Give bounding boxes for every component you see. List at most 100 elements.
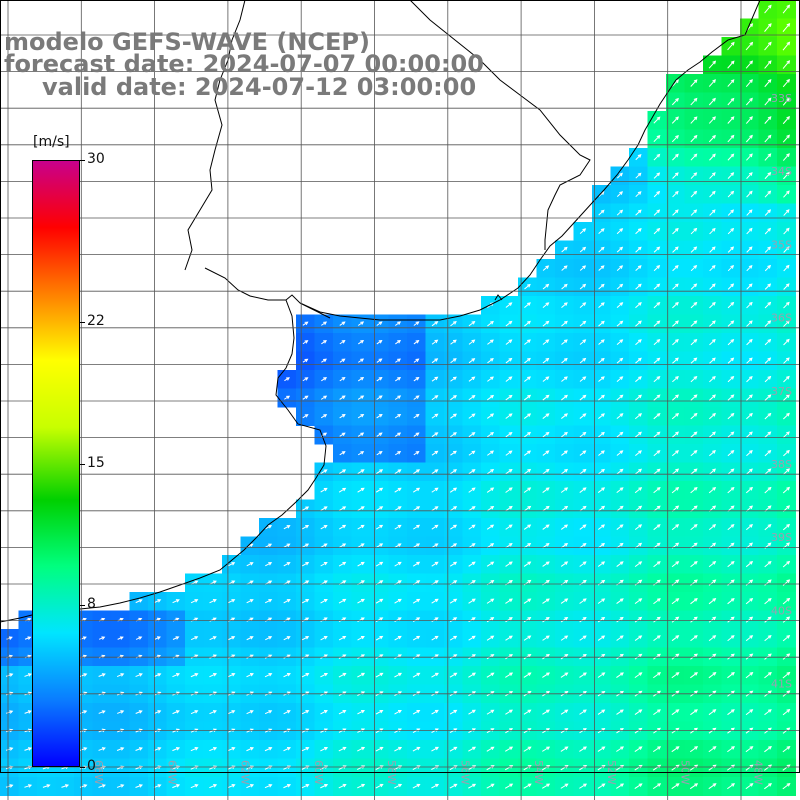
wind-arrow-head: [415, 376, 420, 381]
wind-arrow-head: [508, 320, 513, 325]
wind-arrow: [690, 468, 698, 475]
wind-arrow-head: [323, 340, 328, 344]
wind-arrow-head: [675, 320, 679, 325]
wind-arrow-head: [304, 358, 309, 363]
wind-arrow-head: [342, 469, 347, 473]
wind-arrow: [634, 709, 642, 715]
wind-arrow: [782, 116, 790, 125]
wind-arrow: [727, 746, 735, 753]
wind-arrow-head: [268, 765, 273, 769]
wind-arrow-head: [286, 636, 291, 640]
wind-arrow: [634, 635, 642, 641]
wind-arrow-head: [194, 599, 199, 603]
wind-arrow-head: [120, 710, 125, 714]
wind-arrow-head: [83, 747, 88, 751]
wind-arrow-head: [694, 746, 699, 750]
wind-arrow: [616, 746, 624, 752]
wind-arrow: [542, 598, 550, 604]
wind-arrow-head: [323, 654, 328, 658]
wind-arrow-head: [619, 709, 624, 713]
wind-arrow: [672, 246, 679, 253]
wind-arrow-head: [749, 672, 754, 676]
wind-arrow: [690, 635, 698, 642]
wind-arrow-head: [711, 227, 716, 232]
wind-arrow-head: [675, 375, 679, 380]
wind-arrow-head: [378, 376, 383, 381]
wind-arrow-head: [582, 635, 587, 640]
wind-arrow: [653, 357, 660, 364]
wind-arrow-head: [693, 153, 698, 158]
wind-arrow-head: [638, 783, 643, 787]
wind-arrow: [783, 265, 790, 272]
wind-arrow-head: [619, 339, 624, 343]
wind-arrow-head: [564, 542, 569, 547]
wind-arrow: [689, 746, 698, 753]
wind-arrow-head: [564, 413, 568, 417]
wind-arrow: [468, 561, 476, 567]
wind-arrow-head: [711, 357, 716, 362]
wind-arrow-head: [324, 672, 328, 677]
wind-arrow: [616, 265, 623, 271]
wind-arrow: [449, 506, 457, 512]
wind-arrow: [209, 710, 217, 715]
wind-arrow: [672, 283, 679, 290]
wind-arrow-head: [582, 450, 587, 455]
wind-arrow-head: [675, 635, 680, 639]
wind-arrow-head: [305, 580, 310, 584]
wind-arrow-head: [693, 616, 698, 621]
wind-arrow-head: [749, 561, 754, 565]
wind-arrow: [560, 746, 568, 752]
wind-arrow-head: [434, 413, 439, 418]
wind-arrow: [524, 358, 531, 364]
wind-arrow-head: [786, 4, 791, 9]
wind-arrow: [468, 469, 475, 475]
wind-arrow-head: [342, 487, 347, 492]
wind-arrow-head: [378, 358, 383, 363]
wind-arrow-head: [341, 340, 346, 344]
wind-arrow: [671, 394, 679, 401]
wind-arrow: [690, 579, 698, 586]
wind-arrow-head: [323, 524, 328, 529]
wind-arrow: [727, 228, 734, 235]
wind-arrow-head: [767, 23, 772, 27]
wind-arrow: [431, 506, 439, 512]
wind-arrow-head: [342, 580, 347, 584]
wind-arrow-head: [731, 746, 735, 750]
wind-arrow-head: [453, 617, 458, 621]
wind-arrow-head: [434, 524, 439, 529]
wind-arrow-head: [27, 710, 32, 714]
wind-arrow: [375, 654, 383, 660]
wind-arrow-head: [638, 579, 643, 584]
wind-arrow: [190, 784, 198, 789]
wind-arrow: [727, 60, 735, 69]
wind-arrow-head: [323, 561, 328, 566]
wind-arrow-head: [564, 672, 569, 676]
wind-arrow-head: [619, 616, 624, 621]
wind-arrow-head: [416, 487, 421, 492]
wind-arrow: [672, 376, 679, 383]
wind-arrow: [690, 116, 698, 124]
wind-arrow-head: [693, 468, 698, 473]
wind-arrow-head: [638, 598, 643, 602]
wind-arrow-head: [619, 246, 624, 251]
wind-arrow: [671, 135, 679, 143]
wind-arrow: [764, 616, 772, 623]
wind-arrow-head: [564, 579, 569, 584]
wind-arrow: [782, 60, 790, 69]
wind-arrow-head: [563, 357, 568, 362]
wind-arrow-head: [786, 153, 790, 157]
wind-arrow: [709, 450, 716, 457]
wind-arrow: [486, 765, 495, 771]
wind-arrow-head: [527, 394, 532, 399]
wind-arrow-head: [545, 635, 550, 640]
wind-arrow-head: [637, 154, 642, 158]
wind-arrow: [356, 765, 365, 770]
wind-arrow: [504, 765, 513, 771]
wind-arrow-head: [600, 246, 605, 251]
wind-arrow: [671, 116, 679, 124]
wind-arrow-head: [730, 468, 735, 473]
wind-arrow: [709, 302, 716, 309]
wind-arrow-head: [379, 617, 384, 621]
wind-arrow-head: [194, 636, 199, 640]
